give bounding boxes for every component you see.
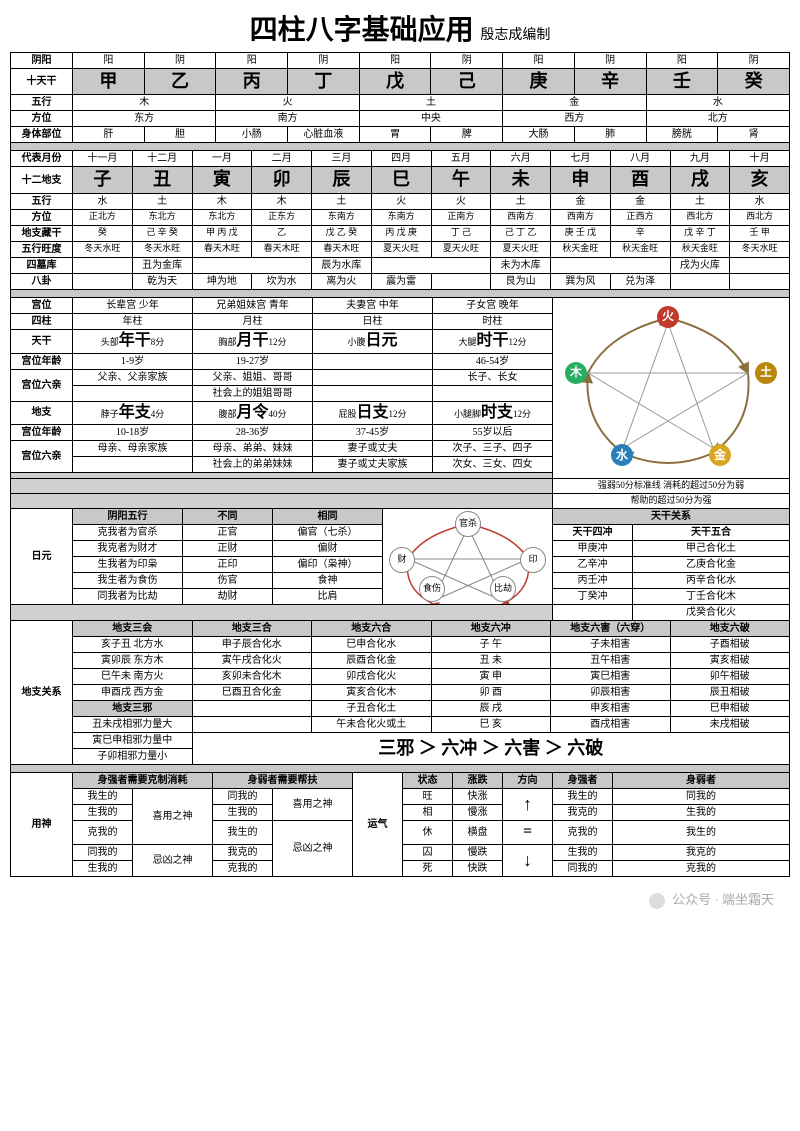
rel-diagram: 官杀 印 比劫 食伤 财	[383, 508, 553, 604]
pillars-table: 宫位 长辈宫 少年兄弟姐妹宫 青年夫妻宫 中年子女宫 晚年	[10, 289, 790, 480]
dizhi-table: 代表月份 十一月十二月一月二月三月四月五月六月七月八月九月十月 十二地支 子丑寅…	[10, 142, 790, 289]
tg-cell-0: 头部年干8分	[73, 329, 193, 353]
equals-icon: =	[503, 821, 553, 845]
riyuan-table: 日元 阴阳五行 不同 相同	[10, 508, 790, 621]
wuxing-diagram: 火 土 金 水 木	[553, 297, 790, 479]
main-title: 四柱八字基础应用	[250, 15, 474, 46]
page-container: 四柱八字基础应用 殷志成编制 阴阳 阳阴阳阴阳阴阳阴阳阴 十天干 甲乙丙丁戊己庚…	[0, 0, 800, 921]
footer: 公众号 · 端坐霜天	[10, 877, 790, 913]
yongshen-table: 用神 身强者需要克制消耗 身弱者需要帮扶 运气 状态 涨跌 方向 身强者 身弱者…	[10, 764, 790, 877]
arrow-up-icon: ↑	[503, 789, 553, 821]
subtitle: 殷志成编制	[480, 28, 550, 43]
dizhi-rel-table: 地支关系 地支三会 地支三合 地支六合 地支六冲 地支六害（六穿） 地支六破 亥…	[10, 620, 790, 765]
tg-header: 十天干	[11, 69, 73, 95]
wechat-icon	[649, 893, 665, 909]
title-row: 四柱八字基础应用 殷志成编制	[10, 8, 790, 48]
notes-table: 强弱50分标准线 消耗的超过50分为弱 帮助的超过50分为强	[10, 478, 790, 508]
arrow-down-icon: ↓	[503, 844, 553, 876]
tiangan-table: 阴阳 阳阴阳阴阳阴阳阴阳阴 十天干 甲乙丙丁戊己庚辛壬癸 五行 木火土金水 方位…	[10, 52, 790, 143]
yy-header: 阴阳	[11, 53, 73, 69]
